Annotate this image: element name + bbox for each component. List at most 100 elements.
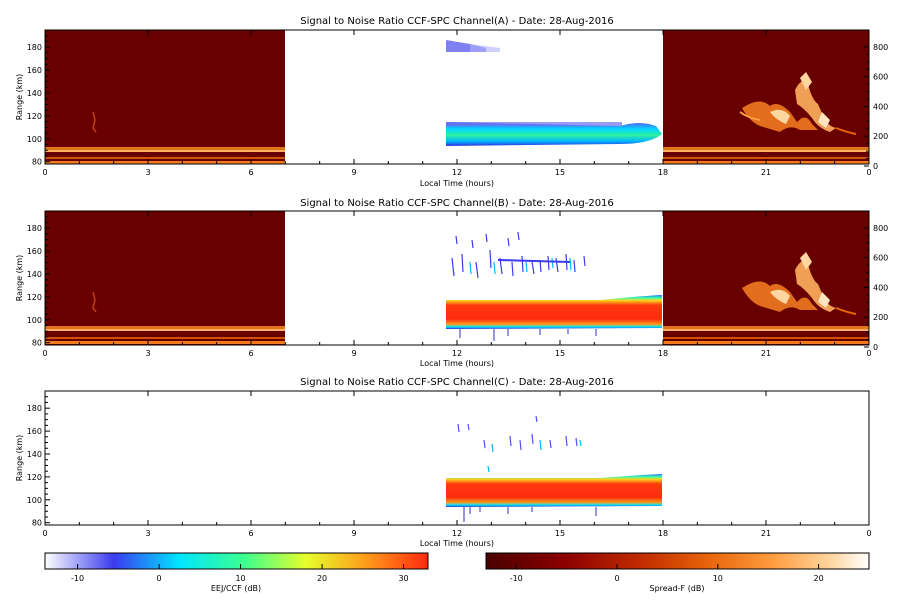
y-tick-label: 100 — [27, 496, 42, 505]
x-tick-label: 0 — [866, 349, 871, 358]
y-tick-label: 180 — [27, 404, 42, 413]
x-tick-label: 15 — [555, 168, 565, 177]
x-tick-label: 3 — [145, 349, 150, 358]
y-tick-label: 140 — [27, 270, 42, 279]
y2-tick-label: 0 — [873, 343, 878, 352]
panel-a-ylabel: Range (km) — [15, 74, 24, 121]
y2-tick-label: 200 — [873, 132, 888, 141]
panel-c-title: Signal to Noise Ratio CCF-SPC Channel(C)… — [300, 377, 614, 388]
panel-b-title: Signal to Noise Ratio CCF-SPC Channel(B)… — [300, 198, 614, 209]
x-tick-label: 0 — [866, 529, 871, 538]
y-tick-label: 120 — [27, 473, 42, 482]
y-tick-label: 180 — [27, 224, 42, 233]
colorbar-tick-label: 20 — [317, 574, 327, 583]
y-tick-label: 120 — [27, 293, 42, 302]
colorbar-spreadf-ramp — [485, 552, 870, 570]
panel-b-upper-streaks — [451, 231, 586, 279]
y-tick-label: 80 — [32, 339, 42, 348]
y-tick-label: 80 — [32, 158, 42, 167]
y-tick-label: 180 — [27, 43, 42, 52]
x-tick-label: 18 — [658, 168, 668, 177]
x-tick-label: 21 — [761, 349, 771, 358]
x-tick-label: 9 — [351, 349, 356, 358]
panel-a-spreadf-plume — [739, 72, 857, 135]
x-tick-label: 0 — [42, 168, 47, 177]
y2-tick-label: 600 — [873, 73, 888, 82]
y-tick-label: 80 — [32, 519, 42, 528]
colorbar-tick-label: -10 — [510, 574, 523, 583]
y2-tick-label: 800 — [873, 224, 888, 233]
y2-tick-label: 400 — [873, 283, 888, 292]
colorbar-eej-ramp — [44, 552, 429, 570]
y-tick-label: 160 — [27, 66, 42, 75]
y-tick-label: 160 — [27, 247, 42, 256]
panel-b-spreadf-plume — [742, 252, 857, 315]
x-tick-label: 3 — [145, 168, 150, 177]
panel-b-spreadf-right — [663, 211, 869, 345]
colorbar-tick-label: -10 — [71, 574, 84, 583]
panel-b: Signal to Noise Ratio CCF-SPC Channel(B)… — [15, 198, 888, 368]
panel-c-plot — [44, 390, 870, 526]
y2-tick-label: 200 — [873, 313, 888, 322]
x-tick-label: 0 — [42, 529, 47, 538]
x-tick-label: 12 — [452, 168, 462, 177]
y2-tick-label: 800 — [873, 43, 888, 52]
x-tick-label: 9 — [351, 168, 356, 177]
y-tick-label: 100 — [27, 135, 42, 144]
panel-a-spreadf-right — [663, 30, 869, 164]
x-tick-label: 6 — [248, 529, 253, 538]
x-tick-label: 18 — [658, 349, 668, 358]
panel-b-eej-layer — [446, 231, 662, 341]
panel-c-xlabel: Local Time (hours) — [420, 539, 494, 548]
x-tick-label: 18 — [658, 529, 668, 538]
panel-b-lower-spikes — [459, 329, 597, 341]
x-tick-label: 15 — [555, 529, 565, 538]
y2-tick-label: 400 — [873, 102, 888, 111]
colorbar-tick-label: 10 — [713, 574, 723, 583]
y2-tick-label: 0 — [873, 162, 878, 171]
panel-c-axes: Range (km) 80 100 120 140 160 180 0 3 6 9 12 15 18 2… — [15, 391, 872, 548]
x-tick-label: 21 — [761, 529, 771, 538]
y2-tick-label: 600 — [873, 254, 888, 263]
panel-c-upper-streaks — [457, 415, 582, 473]
x-tick-label: 0 — [866, 168, 871, 177]
colorbar-tick-label: 20 — [814, 574, 824, 583]
x-tick-label: 21 — [761, 168, 771, 177]
colorbar-tick-label: 10 — [235, 574, 245, 583]
panel-a-spreadf-left — [45, 30, 285, 164]
x-tick-label: 12 — [452, 349, 462, 358]
panel-a-xlabel: Local Time (hours) — [420, 179, 494, 188]
x-tick-label: 15 — [555, 349, 565, 358]
y-tick-label: 100 — [27, 316, 42, 325]
y-tick-label: 160 — [27, 427, 42, 436]
panel-b-spreadf-left — [45, 211, 285, 345]
x-tick-label: 6 — [248, 349, 253, 358]
panel-a-plot — [44, 29, 870, 165]
y-tick-label: 140 — [27, 89, 42, 98]
panel-a-eej-layer — [446, 40, 662, 146]
y-tick-label: 120 — [27, 112, 42, 121]
panel-c-eej-layer — [446, 415, 662, 522]
x-tick-label: 12 — [452, 529, 462, 538]
colorbar-eej: -10 0 10 20 30 EEJ/CCF (dB) — [44, 552, 429, 593]
panel-a: Signal to Noise Ratio CCF-SPC Channel(A)… — [15, 16, 888, 188]
panel-c-ylabel: Range (km) — [15, 435, 24, 482]
colorbar-tick-label: 0 — [614, 574, 619, 583]
panel-b-plot — [44, 210, 870, 346]
x-tick-label: 0 — [42, 349, 47, 358]
colorbar-tick-label: 0 — [157, 574, 162, 583]
colorbar-spreadf: -10 0 10 20 Spread-F (dB) — [485, 552, 870, 593]
panel-c-lower-spikes — [463, 507, 597, 522]
panel-b-ylabel: Range (km) — [15, 255, 24, 302]
panel-a-title: Signal to Noise Ratio CCF-SPC Channel(A)… — [300, 16, 614, 27]
colorbar-spreadf-label: Spread-F (dB) — [649, 584, 704, 593]
panel-b-xlabel: Local Time (hours) — [420, 359, 494, 368]
x-tick-label: 9 — [351, 529, 356, 538]
y-tick-label: 140 — [27, 450, 42, 459]
colorbar-eej-label: EEJ/CCF (dB) — [211, 584, 261, 593]
panel-c: Signal to Noise Ratio CCF-SPC Channel(C)… — [15, 377, 872, 548]
x-tick-label: 6 — [248, 168, 253, 177]
